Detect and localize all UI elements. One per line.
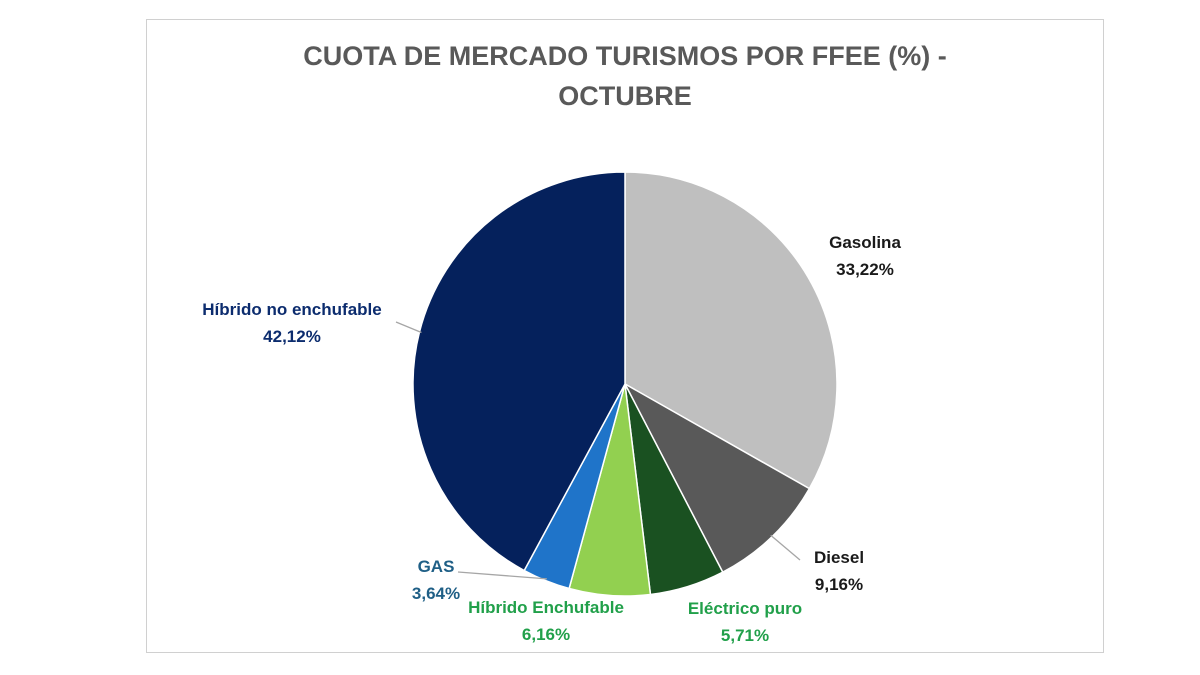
label-electrico-puro-name: Eléctrico puro	[687, 599, 803, 618]
label-diesel: Diesel 9,16%	[789, 544, 889, 598]
leader-line-diesel	[770, 534, 801, 561]
label-gasolina-value: 33,22%	[836, 260, 894, 279]
label-hibrido-enchufable: Híbrido Enchufable 6,16%	[446, 594, 646, 648]
label-electrico-puro-value: 5,71%	[720, 626, 770, 645]
label-gas-name: GAS	[417, 557, 455, 576]
label-electrico-puro: Eléctrico puro 5,71%	[660, 595, 830, 649]
leader-line-hibrido-no-enchufable	[395, 321, 422, 334]
label-diesel-name: Diesel	[813, 548, 865, 567]
label-hibrido-enchufable-name: Híbrido Enchufable	[468, 598, 624, 617]
chart-title-line-2: OCTUBRE	[558, 81, 692, 111]
leader-line-gas	[457, 571, 547, 580]
label-hibrido-no-enchufable-name: Híbrido no enchufable	[202, 300, 382, 319]
label-hibrido-no-enchufable: Híbrido no enchufable 42,12%	[178, 296, 406, 350]
pie-slice-gasolina	[624, 171, 838, 490]
label-hibrido-enchufable-value: 6,16%	[521, 625, 571, 644]
label-gas-value: 3,64%	[411, 584, 461, 603]
label-gas: GAS 3,64%	[396, 553, 476, 607]
chart-title-line-1: CUOTA DE MERCADO TURISMOS POR FFEE (%) -	[303, 41, 947, 71]
label-gasolina: Gasolina 33,22%	[805, 229, 925, 283]
label-diesel-value: 9,16%	[814, 575, 864, 594]
label-hibrido-no-enchufable-value: 42,12%	[263, 327, 321, 346]
label-gasolina-name: Gasolina	[829, 233, 901, 252]
chart-title: CUOTA DE MERCADO TURISMOS POR FFEE (%) -…	[146, 36, 1104, 116]
